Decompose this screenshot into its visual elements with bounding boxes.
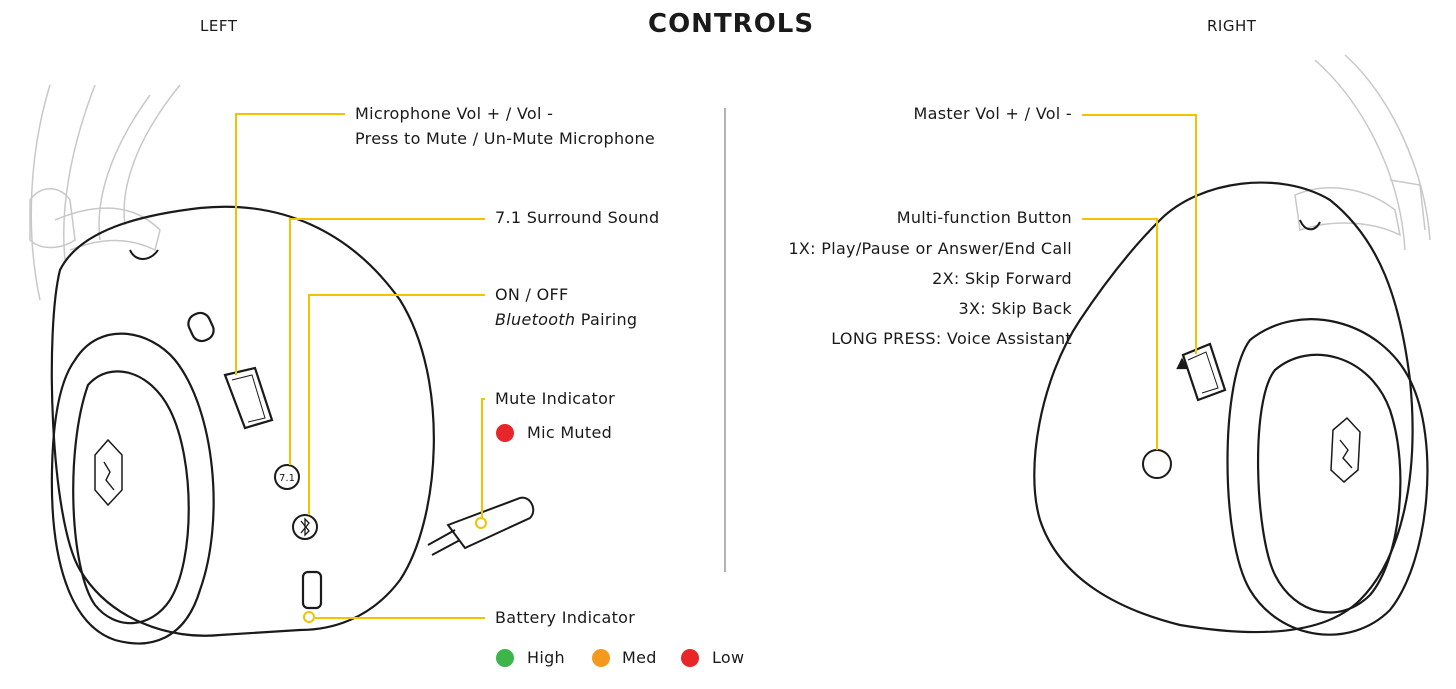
mic-muted-dot xyxy=(496,424,514,442)
callout-line-mute-v xyxy=(481,398,483,518)
mic-boom xyxy=(427,496,535,556)
callout-line-mute-h xyxy=(481,398,485,400)
battery-led xyxy=(303,611,315,623)
press-2x-label: 2X: Skip Forward xyxy=(932,269,1072,288)
callout-line-master-v xyxy=(1195,114,1197,354)
right-earcup xyxy=(1033,181,1429,636)
mic-vol-label: Microphone Vol + / Vol - xyxy=(355,104,554,123)
right-side-label: RIGHT xyxy=(1207,17,1257,35)
battery-med-dot xyxy=(592,649,610,667)
left-side-label: LEFT xyxy=(200,17,238,35)
master-vol-label: Master Vol + / Vol - xyxy=(913,104,1072,123)
callout-line-master-h xyxy=(1082,114,1196,116)
callout-line-mic-h xyxy=(235,113,345,115)
mic-mute-label: Press to Mute / Un-Mute Microphone xyxy=(355,129,656,148)
surround-button[interactable] xyxy=(274,464,300,490)
bt-rest: Pairing xyxy=(575,310,638,329)
page-title: CONTROLS xyxy=(648,9,815,39)
callout-line-onoff-v xyxy=(308,294,310,515)
battery-low-label: Low xyxy=(712,648,745,667)
press-1x-label: 1X: Play/Pause or Answer/End Call xyxy=(788,239,1072,258)
callout-line-surround-v xyxy=(289,218,291,465)
battery-med-label: Med xyxy=(622,648,657,667)
press-3x-label: 3X: Skip Back xyxy=(958,299,1072,318)
bluetooth-icon xyxy=(300,517,310,537)
mute-indicator-label: Mute Indicator xyxy=(495,389,616,408)
callout-line-onoff-h xyxy=(308,294,485,296)
callout-line-multi-v xyxy=(1156,218,1158,450)
left-earcup xyxy=(50,205,435,645)
battery-high-dot xyxy=(496,649,514,667)
mute-led xyxy=(475,517,487,529)
battery-high-label: High xyxy=(527,648,565,667)
right-headband xyxy=(1294,54,1431,251)
bt-italic: Bluetooth xyxy=(495,310,576,329)
multifunction-button[interactable] xyxy=(1142,449,1172,479)
button-7-1-label: 7.1 xyxy=(279,473,295,484)
bt-pairing-label: Bluetooth Pairing xyxy=(495,310,637,330)
callout-line-mic-v xyxy=(235,113,237,375)
battery-indicator-label: Battery Indicator xyxy=(495,608,636,627)
callout-line-battery xyxy=(315,617,485,619)
surround-label: 7.1 Surround Sound xyxy=(495,208,660,227)
multifunction-label: Multi-function Button xyxy=(896,208,1072,227)
left-headband xyxy=(29,84,181,301)
callout-line-surround-h xyxy=(289,218,485,220)
onoff-label: ON / OFF xyxy=(495,285,569,304)
battery-low-dot xyxy=(681,649,699,667)
long-press-label: LONG PRESS: Voice Assistant xyxy=(831,329,1072,348)
callout-line-multi-h xyxy=(1082,218,1157,220)
mic-muted-label: Mic Muted xyxy=(527,423,613,442)
